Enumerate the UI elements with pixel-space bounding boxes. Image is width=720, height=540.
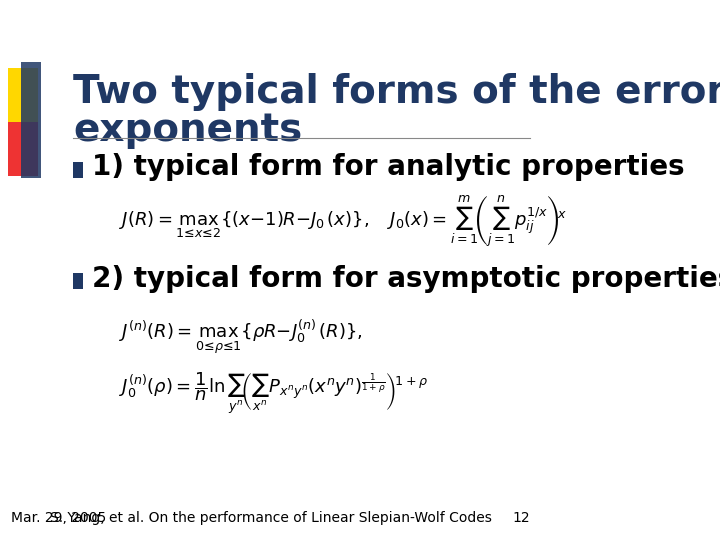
- FancyBboxPatch shape: [73, 162, 83, 178]
- FancyBboxPatch shape: [8, 68, 38, 122]
- Text: exponents: exponents: [73, 111, 302, 148]
- Text: $J_0^{(n)}(\rho) = \dfrac{1}{n} \ln \sum_{y^n}\!\left(\sum_{x^n} P_{x^n y^n}(x^n: $J_0^{(n)}(\rho) = \dfrac{1}{n} \ln \sum…: [119, 371, 428, 417]
- Text: 2) typical form for asymptotic properties: 2) typical form for asymptotic propertie…: [92, 265, 720, 293]
- Text: $J^{(n)}(R) = \max_{0 \leq \rho \leq 1}\{\rho R - J_0^{(n)}(R)\},$: $J^{(n)}(R) = \max_{0 \leq \rho \leq 1}\…: [119, 319, 363, 356]
- Text: $J(R) = \max_{1 \leq x \leq 2}\{(x-1)R - J_0(x)\},$$\quad J_0(x) = \sum_{i=1}^{m: $J(R) = \max_{1 \leq x \leq 2}\{(x-1)R -…: [119, 194, 567, 249]
- Text: 1) typical form for analytic properties: 1) typical form for analytic properties: [92, 153, 685, 181]
- Text: Two typical forms of the error: Two typical forms of the error: [73, 73, 720, 111]
- FancyBboxPatch shape: [73, 273, 83, 289]
- FancyBboxPatch shape: [8, 122, 38, 176]
- Text: 12: 12: [513, 511, 530, 525]
- FancyBboxPatch shape: [21, 62, 41, 178]
- Text: Mar. 29, 2005: Mar. 29, 2005: [11, 511, 106, 525]
- Text: S. Yang, et al. On the performance of Linear Slepian-Wolf Codes: S. Yang, et al. On the performance of Li…: [50, 511, 491, 525]
